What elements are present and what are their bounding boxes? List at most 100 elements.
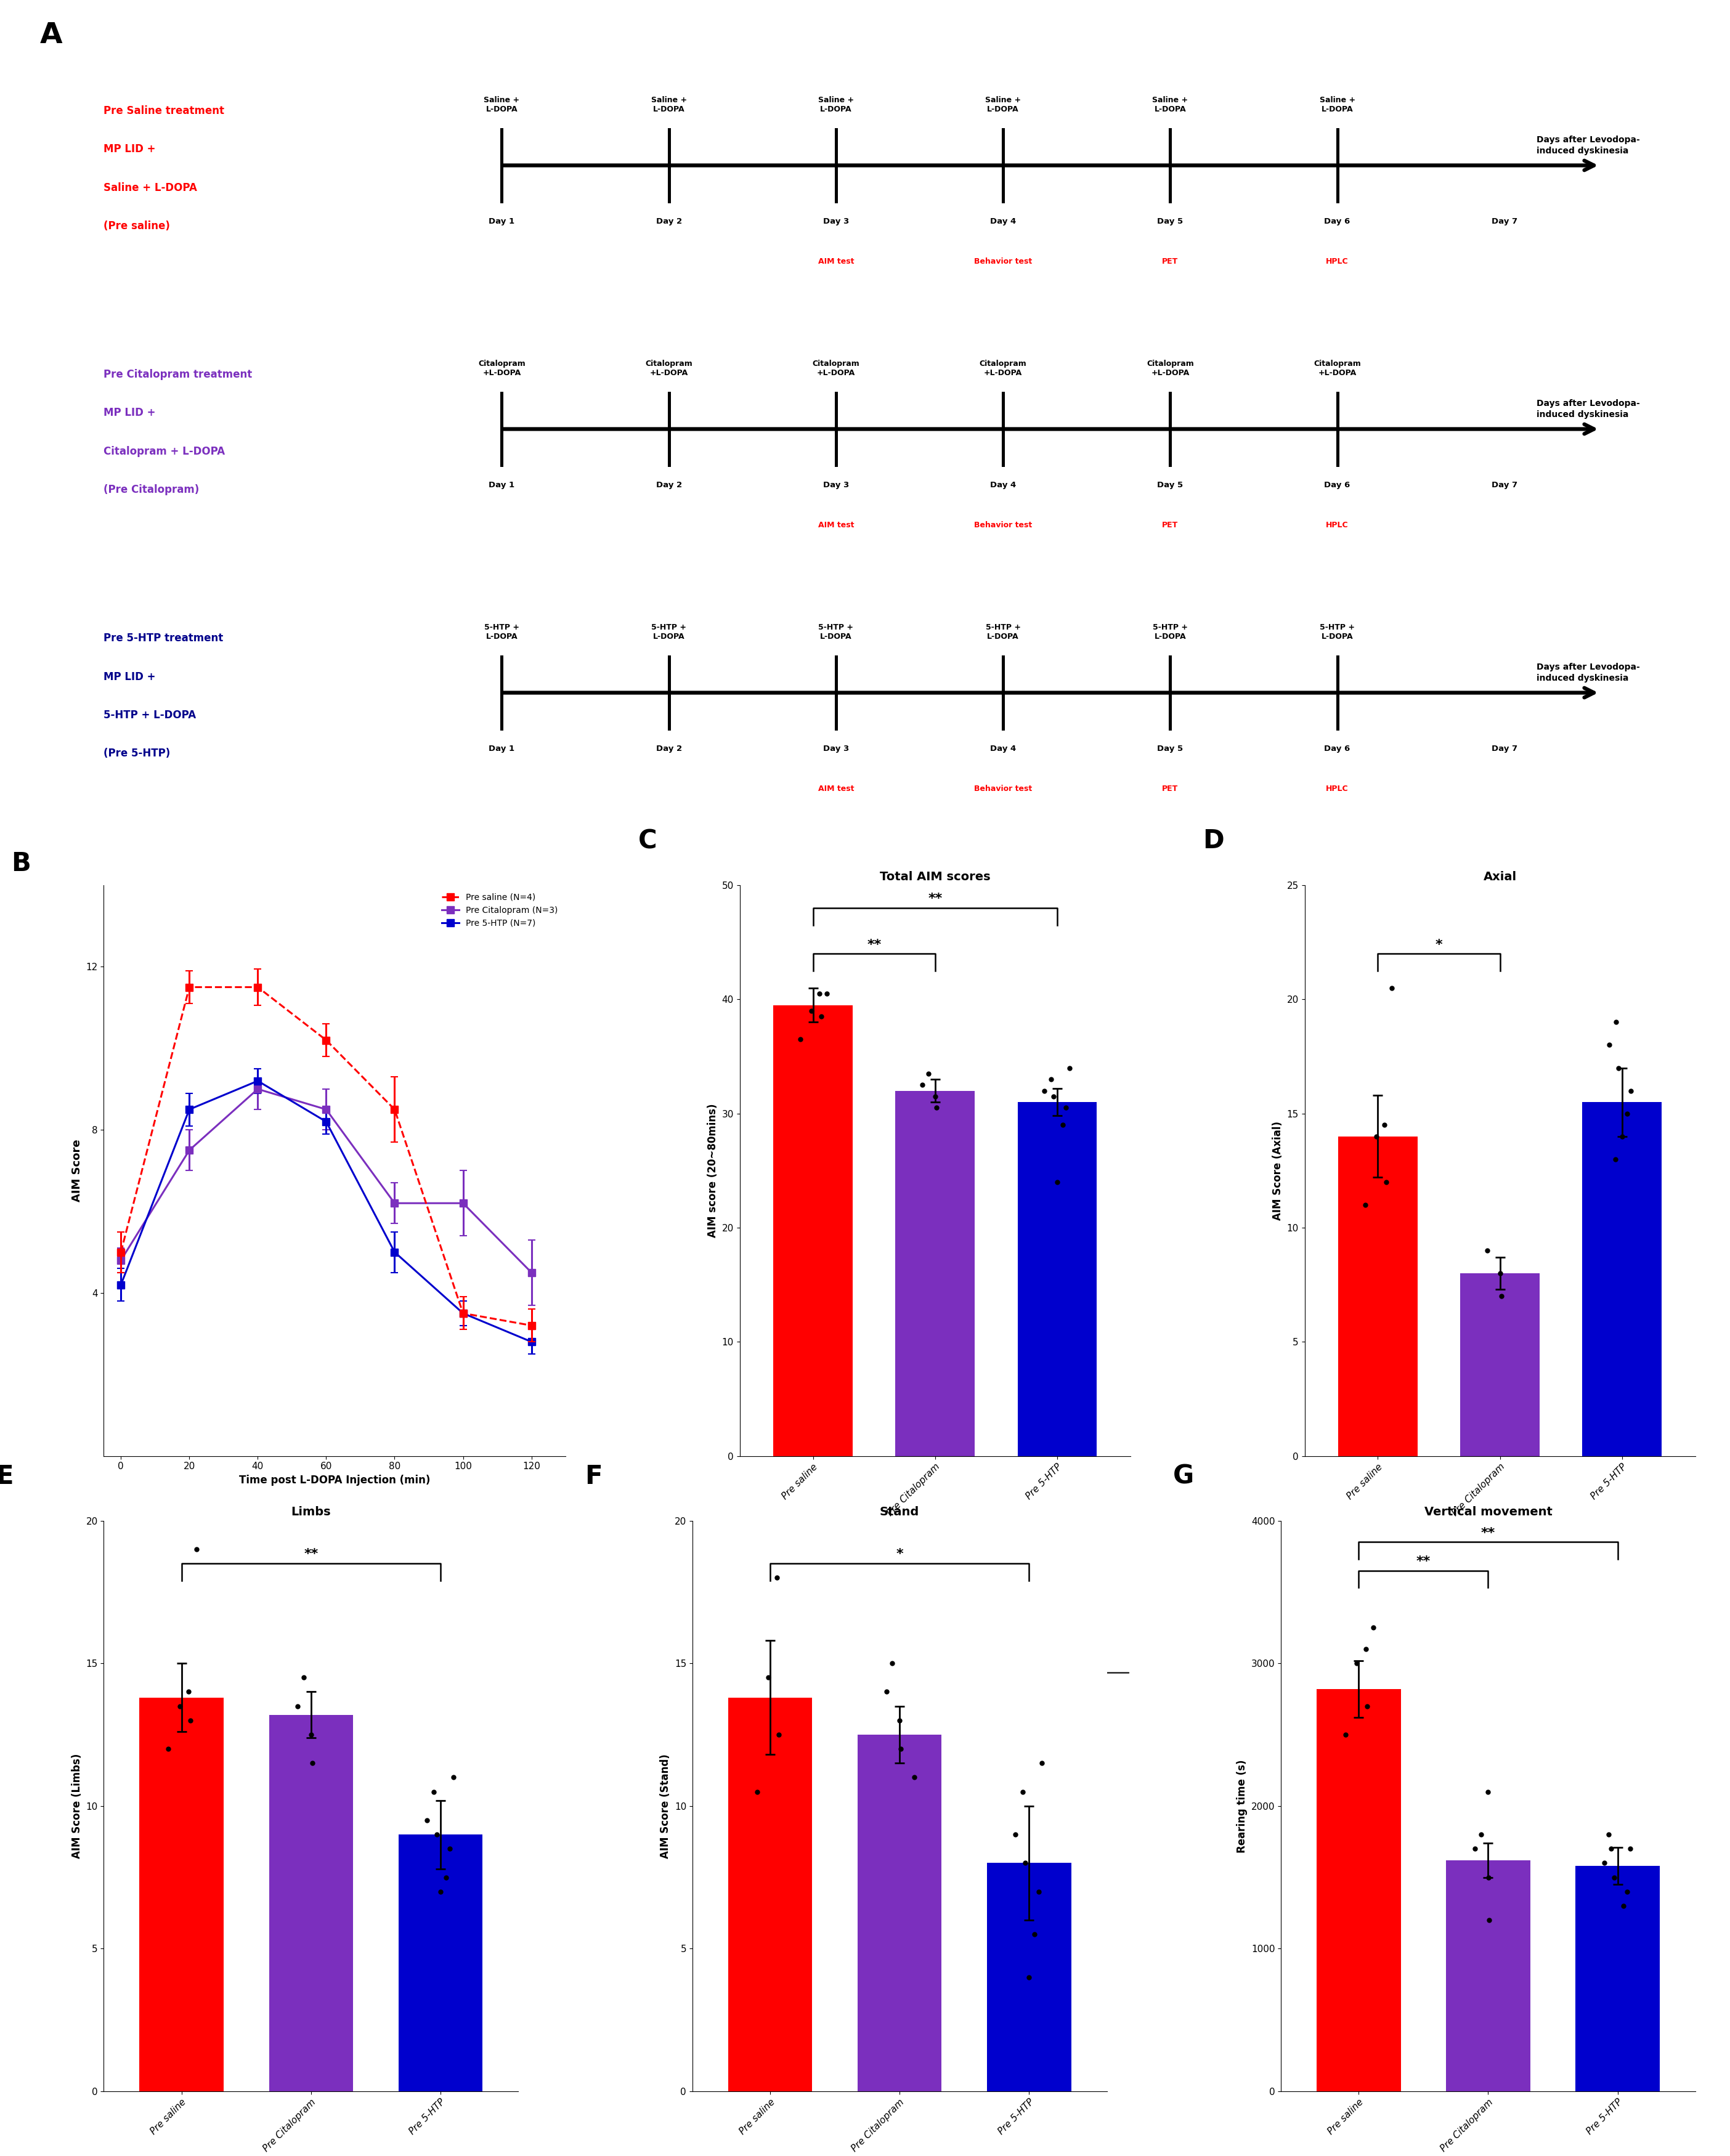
- Text: (Pre saline): (Pre saline): [104, 220, 170, 231]
- Point: [1600, 1861, 1628, 1895]
- Point: [1486, 1257, 1514, 1291]
- Point: [744, 1774, 772, 1809]
- Point: [1602, 1143, 1630, 1177]
- Text: Day 7: Day 7: [1491, 218, 1517, 226]
- Point: [887, 1731, 915, 1766]
- Text: Day 5: Day 5: [1157, 744, 1183, 752]
- Point: [1597, 1830, 1624, 1865]
- Point: [424, 1818, 452, 1852]
- Text: Saline + L-DOPA: Saline + L-DOPA: [104, 181, 197, 194]
- Text: **: **: [1417, 1554, 1431, 1567]
- Text: AIM test: AIM test: [818, 522, 855, 528]
- Point: [765, 1718, 792, 1753]
- Text: 5-HTP +
L-DOPA: 5-HTP + L-DOPA: [1152, 623, 1189, 640]
- Text: Behavior test: Behavior test: [974, 785, 1033, 793]
- Bar: [398, 1835, 483, 2091]
- Text: Pre 5-HTP treatment: Pre 5-HTP treatment: [104, 634, 223, 645]
- Text: Saline +
L-DOPA: Saline + L-DOPA: [484, 97, 519, 114]
- Text: Day 2: Day 2: [656, 744, 682, 752]
- Text: Day 7: Day 7: [1491, 481, 1517, 489]
- Point: [1360, 1611, 1387, 1645]
- Bar: [988, 1863, 1071, 2091]
- Point: [1488, 1279, 1515, 1313]
- Y-axis label: AIM Score (Limbs): AIM Score (Limbs): [71, 1753, 83, 1858]
- Point: [1616, 1830, 1644, 1865]
- Text: *: *: [896, 1548, 903, 1561]
- Point: [1462, 1830, 1490, 1865]
- Title: Limbs: Limbs: [291, 1507, 330, 1518]
- Text: F: F: [585, 1464, 602, 1490]
- Point: [284, 1688, 311, 1723]
- Point: [175, 1675, 202, 1710]
- Text: Citalopram
+L-DOPA: Citalopram +L-DOPA: [979, 360, 1026, 377]
- Point: [886, 1703, 913, 1738]
- Text: Day 6: Day 6: [1323, 481, 1351, 489]
- Text: Day 1: Day 1: [488, 481, 516, 489]
- Point: [1595, 1028, 1623, 1063]
- Bar: [1460, 1274, 1540, 1455]
- Bar: [140, 1697, 223, 2091]
- Point: [901, 1759, 929, 1794]
- Point: [1028, 1746, 1055, 1781]
- Text: Day 3: Day 3: [823, 744, 849, 752]
- Point: [808, 998, 836, 1033]
- Text: HPLC: HPLC: [1325, 257, 1349, 265]
- Point: [1609, 1889, 1637, 1923]
- Bar: [858, 1736, 941, 2091]
- Text: Days after Levodopa-
induced dyskinesia: Days after Levodopa- induced dyskinesia: [1536, 664, 1640, 683]
- Y-axis label: Rearing time (s): Rearing time (s): [1237, 1759, 1247, 1852]
- Point: [1332, 1718, 1360, 1753]
- Text: Day 4: Day 4: [990, 481, 1016, 489]
- Point: [436, 1830, 464, 1865]
- Point: [1609, 1119, 1637, 1153]
- Text: D: D: [1202, 828, 1225, 854]
- Text: 5-HTP + L-DOPA: 5-HTP + L-DOPA: [104, 709, 195, 720]
- Text: A: A: [40, 22, 62, 50]
- Point: [1043, 1164, 1071, 1199]
- Title: Axial: Axial: [1483, 871, 1517, 882]
- Text: 5-HTP +
L-DOPA: 5-HTP + L-DOPA: [650, 623, 687, 640]
- Text: (Pre 5-HTP): (Pre 5-HTP): [104, 748, 171, 759]
- Point: [915, 1056, 943, 1091]
- Text: Saline +
L-DOPA: Saline + L-DOPA: [818, 97, 855, 114]
- Point: [1024, 1874, 1052, 1908]
- Point: [439, 1759, 467, 1794]
- Point: [154, 1731, 182, 1766]
- Text: Behavior test: Behavior test: [974, 522, 1033, 528]
- Point: [1055, 1050, 1083, 1084]
- Point: [1474, 1233, 1502, 1268]
- Text: C: C: [638, 828, 657, 854]
- Text: **: **: [304, 1548, 318, 1561]
- Text: Day 1: Day 1: [488, 744, 516, 752]
- Point: [432, 1861, 460, 1895]
- Text: Day 4: Day 4: [990, 744, 1016, 752]
- Text: Day 7: Day 7: [1491, 744, 1517, 752]
- Text: AIM test: AIM test: [818, 257, 855, 265]
- Text: **: **: [1481, 1526, 1495, 1539]
- Text: Day 6: Day 6: [1323, 218, 1351, 226]
- Point: [872, 1675, 900, 1710]
- Bar: [1317, 1688, 1401, 2091]
- Text: Citalopram
+L-DOPA: Citalopram +L-DOPA: [477, 360, 526, 377]
- Text: HPLC: HPLC: [1325, 785, 1349, 793]
- Text: MP LID +: MP LID +: [104, 407, 156, 418]
- Point: [798, 994, 825, 1028]
- Point: [1362, 1119, 1389, 1153]
- Point: [1467, 1818, 1495, 1852]
- Text: Days after Levodopa-
induced dyskinesia: Days after Levodopa- induced dyskinesia: [1536, 136, 1640, 155]
- Text: Day 3: Day 3: [823, 481, 849, 489]
- Text: B: B: [12, 852, 31, 877]
- Text: PET: PET: [1163, 522, 1178, 528]
- Point: [176, 1703, 204, 1738]
- Point: [1372, 1164, 1400, 1199]
- Bar: [1576, 1865, 1659, 2091]
- Point: [1474, 1774, 1502, 1809]
- Point: [1012, 1846, 1040, 1880]
- Point: [1009, 1774, 1036, 1809]
- Point: [879, 1645, 907, 1680]
- Point: [166, 1688, 194, 1723]
- X-axis label: Time post L-DOPA Injection (min): Time post L-DOPA Injection (min): [239, 1475, 431, 1485]
- Y-axis label: AIM score (20~80mins): AIM score (20~80mins): [708, 1104, 718, 1238]
- Legend: Pre saline (N=4), Pre Citalopram (N=3), Pre 5-HTP (N=7): Pre saline (N=4), Pre Citalopram (N=3), …: [438, 890, 561, 931]
- Text: Day 5: Day 5: [1157, 481, 1183, 489]
